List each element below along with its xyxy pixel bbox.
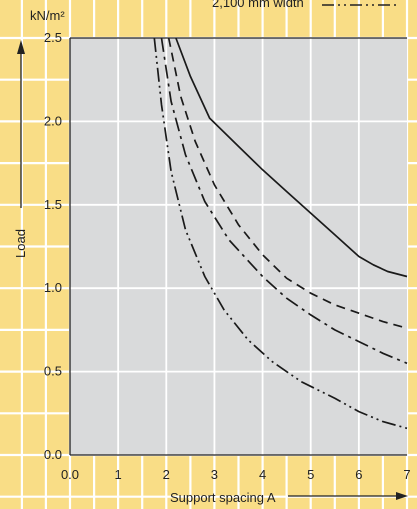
y-tick-label: 2.0 bbox=[44, 113, 62, 128]
y-unit-label: kN/m² bbox=[30, 8, 65, 23]
x-tick-label: 1 bbox=[115, 467, 122, 482]
series-line-3 bbox=[160, 37, 408, 365]
y-tick-label: 0.0 bbox=[44, 447, 62, 462]
y-axis-arrow bbox=[17, 40, 25, 208]
axes bbox=[69, 37, 407, 456]
y-axis-title: Load bbox=[13, 229, 28, 258]
series-line-1 bbox=[175, 37, 408, 278]
y-tick-label: 2.5 bbox=[44, 30, 62, 45]
y-tick-label: 1.5 bbox=[44, 197, 62, 212]
series-layer bbox=[153, 37, 408, 430]
x-tick-labels: 0.0 1 2 3 4 5 6 7 bbox=[61, 467, 411, 482]
series-line-4 bbox=[153, 37, 408, 430]
x-tick-label: 7 bbox=[403, 467, 410, 482]
x-tick-label: 5 bbox=[307, 467, 314, 482]
x-axis-arrow bbox=[288, 492, 408, 500]
y-tick-label: 1.0 bbox=[44, 280, 62, 295]
legend-item: 2,100 mm width bbox=[212, 0, 400, 10]
y-tick-labels: 0.0 0.5 1.0 1.5 2.0 2.5 bbox=[44, 30, 62, 462]
x-tick-label: 2 bbox=[163, 467, 170, 482]
plot-gridlines bbox=[70, 38, 407, 455]
x-tick-label: 6 bbox=[355, 467, 362, 482]
x-tick-label: 3 bbox=[211, 467, 218, 482]
plot-area bbox=[70, 38, 407, 455]
x-axis-title: Support spacing A bbox=[170, 490, 276, 505]
x-tick-label: 4 bbox=[259, 467, 266, 482]
series-line-2 bbox=[167, 37, 408, 330]
x-tick-label: 0.0 bbox=[61, 467, 79, 482]
legend-label: 2,100 mm width bbox=[212, 0, 304, 10]
y-tick-label: 0.5 bbox=[44, 364, 62, 379]
